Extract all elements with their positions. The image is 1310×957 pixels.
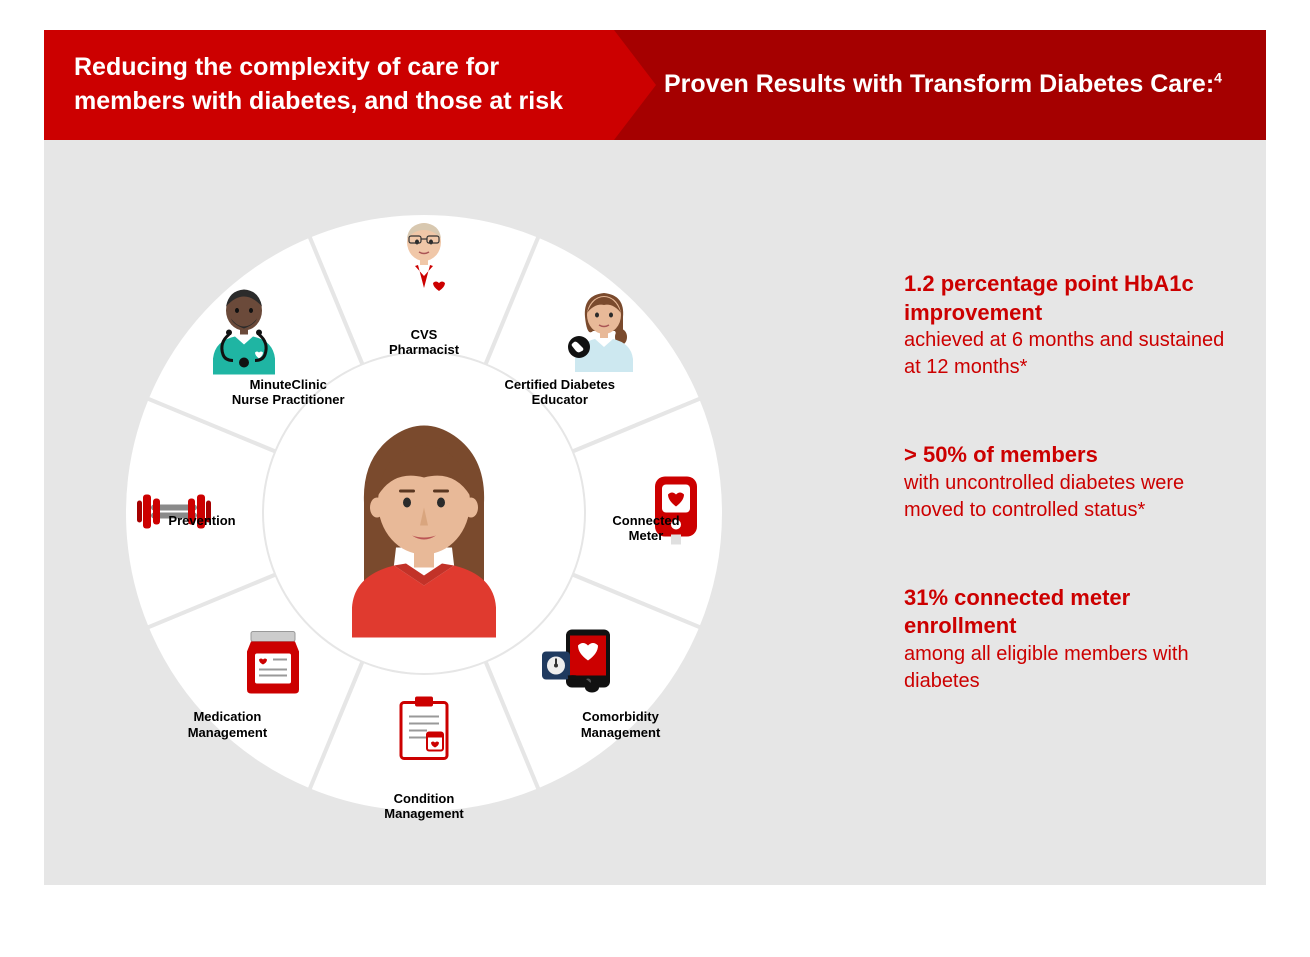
header-right-text: Proven Results with Transform Diabetes C… xyxy=(664,68,1222,102)
pharmacist-label: CVSPharmacist xyxy=(354,327,494,358)
result-bold: 1.2 percentage point HbA1c improvement xyxy=(904,270,1226,327)
meter-label: ConnectedMeter xyxy=(576,513,716,544)
header-right: Proven Results with Transform Diabetes C… xyxy=(614,30,1266,140)
medication-label: MedicationManagement xyxy=(157,709,297,740)
header-right-sup: 4 xyxy=(1214,70,1222,86)
content-area: CVSPharmacist Certified DiabetesEducator xyxy=(44,140,1266,885)
comorbidity-label: ComorbidityManagement xyxy=(551,709,691,740)
nurse-label: MinuteClinicNurse Practitioner xyxy=(218,377,358,408)
educator-icon xyxy=(565,287,643,377)
medication-icon xyxy=(245,629,301,698)
result-reg: achieved at 6 months and sustained at 12… xyxy=(904,327,1226,381)
comorbidity-icon xyxy=(536,627,614,700)
care-wheel: CVSPharmacist Certified DiabetesEducator xyxy=(104,193,744,833)
condition-label: ConditionManagement xyxy=(354,791,494,822)
wheel-area: CVSPharmacist Certified DiabetesEducator xyxy=(44,140,804,885)
header-left: Reducing the complexity of care for memb… xyxy=(44,30,614,140)
header-right-main: Proven Results with Transform Diabetes C… xyxy=(664,70,1214,98)
result-reg: with uncontrolled diabetes were moved to… xyxy=(904,470,1226,524)
pharmacist-icon xyxy=(389,218,459,308)
header-left-text: Reducing the complexity of care for memb… xyxy=(74,51,584,119)
result-bold: > 50% of members xyxy=(904,441,1226,470)
condition-icon xyxy=(397,696,451,765)
result-block: > 50% of members with uncontrolled diabe… xyxy=(904,441,1226,524)
results-area: 1.2 percentage point HbA1c improvement a… xyxy=(804,140,1266,885)
result-bold: 31% connected meter enrollment xyxy=(904,584,1226,641)
result-block: 31% connected meter enrollment among all… xyxy=(904,584,1226,695)
header-banner: Reducing the complexity of care for memb… xyxy=(44,30,1266,140)
result-reg: among all eligible members with diabetes xyxy=(904,641,1226,695)
educator-label: Certified DiabetesEducator xyxy=(490,377,630,408)
nurse-icon xyxy=(205,285,283,380)
prevention-label: Prevention xyxy=(132,513,272,529)
header-arrow xyxy=(614,30,656,140)
result-block: 1.2 percentage point HbA1c improvement a… xyxy=(904,270,1226,381)
center-member-icon xyxy=(324,408,524,643)
